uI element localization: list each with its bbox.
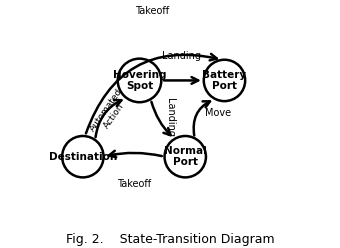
Text: Move: Move [205, 108, 231, 118]
Text: Takeoff: Takeoff [117, 179, 151, 189]
Text: Destination: Destination [49, 152, 117, 162]
Text: Takeoff: Takeoff [136, 6, 170, 16]
Text: Battery
Port: Battery Port [202, 70, 246, 91]
Text: Automated
Action: Automated Action [88, 87, 133, 139]
Text: Landing: Landing [165, 98, 175, 137]
Text: Landing: Landing [163, 52, 202, 62]
Text: Normal
Port: Normal Port [164, 146, 207, 167]
Text: Hovering
Spot: Hovering Spot [113, 70, 166, 91]
Text: Fig. 2.    State-Transition Diagram: Fig. 2. State-Transition Diagram [66, 233, 274, 246]
